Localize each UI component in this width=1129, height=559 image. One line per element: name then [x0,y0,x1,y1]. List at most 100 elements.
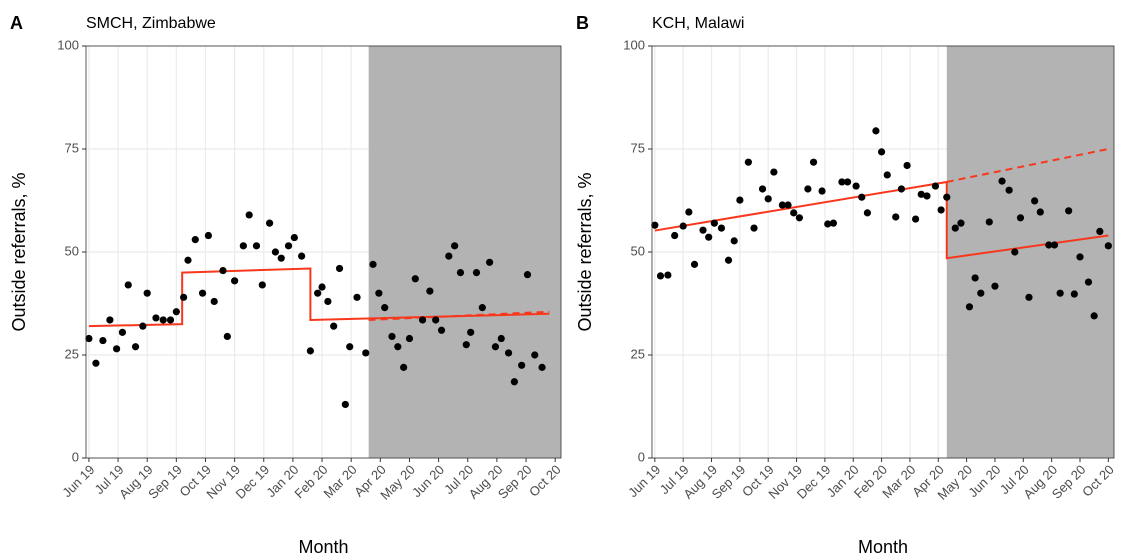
panel-title: KCH, Malawi [652,15,744,32]
point [437,326,446,334]
point [258,281,266,289]
x-tick-label: Jun 19 [59,462,97,500]
point [804,185,812,193]
point [923,192,931,200]
point [872,127,880,135]
point [172,308,180,316]
point [99,336,107,345]
point [497,334,505,343]
point [353,293,361,301]
point [92,359,100,367]
point [324,297,332,306]
shaded-period [368,46,561,458]
point [139,322,147,330]
point [252,242,261,250]
point [809,158,818,166]
point [346,343,354,351]
point [284,242,293,250]
point [744,158,752,166]
point [1011,248,1019,256]
x-axis-label: Month [298,537,348,557]
point [1084,278,1093,286]
x-tick-label: Oct 20 [526,462,564,500]
point [664,271,672,279]
point [456,269,465,277]
point [770,168,778,176]
point [219,266,227,275]
point [1045,241,1053,249]
point [394,343,402,351]
point [951,224,959,232]
point [106,316,114,324]
point [710,219,718,227]
point [451,242,459,250]
point [411,275,419,283]
point [1016,214,1025,222]
point [897,185,906,193]
point [937,206,945,214]
point [277,254,285,262]
point [538,363,546,371]
point [445,252,453,260]
point [730,237,738,245]
point [824,220,832,228]
point [239,242,247,250]
point [1090,312,1098,320]
point [699,226,707,234]
point [85,334,93,343]
point [314,289,322,297]
point [467,328,475,336]
x-tick-label: Mar 20 [321,462,360,501]
y-tick-label: 25 [631,346,645,361]
point [750,224,758,232]
point [478,304,486,312]
point [1096,227,1104,235]
point [335,264,344,273]
point [758,185,767,193]
point [736,196,744,204]
y-tick-label: 0 [638,449,645,464]
point [388,332,396,341]
point [159,316,167,324]
point [943,193,951,201]
point [486,258,494,266]
point [679,222,687,230]
shaded-period [946,46,1114,458]
point [271,248,280,256]
y-tick-label: 100 [57,37,79,52]
x-tick-label: Jun 20 [965,462,1003,500]
y-tick-label: 75 [631,140,645,155]
point [971,274,979,282]
point [790,209,798,217]
x-tick-label: Jun 19 [625,462,663,500]
x-tick-label: Sep 20 [495,462,535,502]
point [852,182,860,190]
point [931,182,940,190]
point [432,316,440,324]
point [518,361,526,369]
point [231,277,239,285]
point [1050,241,1059,249]
y-tick-label: 50 [631,243,645,258]
point [369,260,377,268]
point [180,293,188,301]
y-tick-label: 75 [65,140,79,155]
x-axis-label: Month [858,537,908,557]
point [998,177,1006,185]
point [491,343,500,351]
x-tick-label: Oct 20 [1079,462,1117,500]
fit-line [654,180,1109,260]
point [1031,197,1039,205]
point [778,201,786,209]
point [656,272,665,280]
point [1076,253,1084,261]
panel-title: SMCH, Zimbabwe [86,15,216,32]
y-axis-label: Outside referrals, % [575,172,595,331]
point [306,347,314,355]
point [717,224,726,232]
point [784,201,792,209]
y-axis-label: Outside referrals, % [9,172,29,331]
point [977,289,985,297]
point [957,219,965,227]
